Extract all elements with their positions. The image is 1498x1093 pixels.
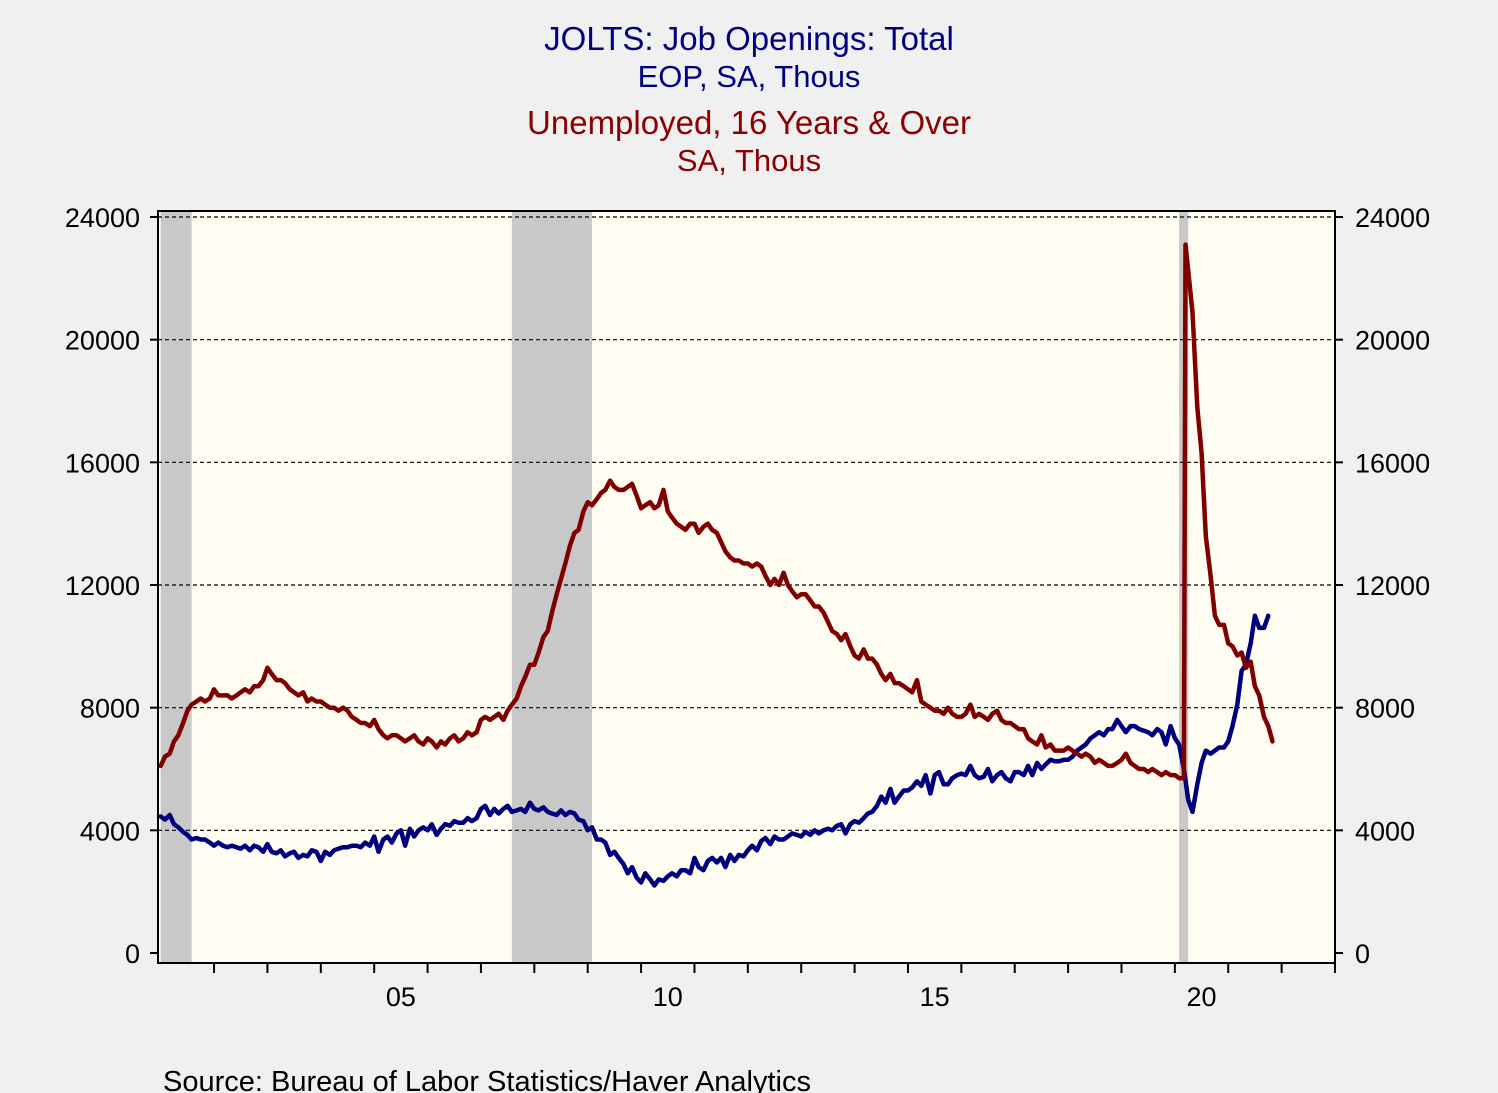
y-tick-label: 0 (125, 939, 140, 969)
chart-title: JOLTS: Job Openings: Total EOP, SA, Thou… (527, 20, 971, 178)
y-tick-label: 12000 (65, 571, 140, 601)
x-tick-label: 05 (386, 982, 416, 1012)
y-tick-label: 8000 (80, 694, 140, 724)
plot-frame (157, 210, 1336, 964)
x-tick-label: 15 (920, 982, 950, 1012)
source-note: Source: Bureau of Labor Statistics/Haver… (163, 1066, 811, 1093)
recession-band-1 (160, 211, 192, 963)
title-line-3: Unemployed, 16 Years & Over (527, 104, 971, 141)
x-tick-label: 10 (653, 982, 683, 1012)
y-tick-label: 4000 (80, 816, 140, 846)
x-axis-labels: 05 10 15 20 (386, 982, 1217, 1012)
y2-tick-label: 0 (1355, 939, 1370, 969)
unemployed-line (158, 242, 1275, 781)
y2-tick-label: 8000 (1355, 694, 1415, 724)
title-line-1: JOLTS: Job Openings: Total (544, 20, 954, 57)
y-tick-label: 16000 (65, 448, 140, 478)
left-y-axis: 0 4000 8000 12000 16000 20000 24000 (65, 203, 158, 969)
y-tick-label: 20000 (65, 326, 140, 356)
right-y-axis: 0 4000 8000 12000 16000 20000 24000 (1335, 203, 1430, 969)
y2-tick-label: 20000 (1355, 326, 1430, 356)
y2-tick-label: 4000 (1355, 816, 1415, 846)
y2-tick-label: 12000 (1355, 571, 1430, 601)
x-axis-ticks (213, 963, 1336, 973)
series-lines (158, 242, 1275, 888)
recession-band-2 (511, 211, 592, 963)
title-line-4: SA, Thous (677, 143, 821, 178)
gridlines (158, 216, 1335, 831)
title-line-2: EOP, SA, Thous (638, 59, 861, 94)
y2-tick-label: 24000 (1355, 203, 1430, 233)
plot-area (158, 211, 1335, 963)
y2-tick-label: 16000 (1355, 448, 1430, 478)
job-openings-line (158, 613, 1271, 888)
x-tick-label: 20 (1187, 982, 1217, 1012)
y-tick-label: 24000 (65, 203, 140, 233)
